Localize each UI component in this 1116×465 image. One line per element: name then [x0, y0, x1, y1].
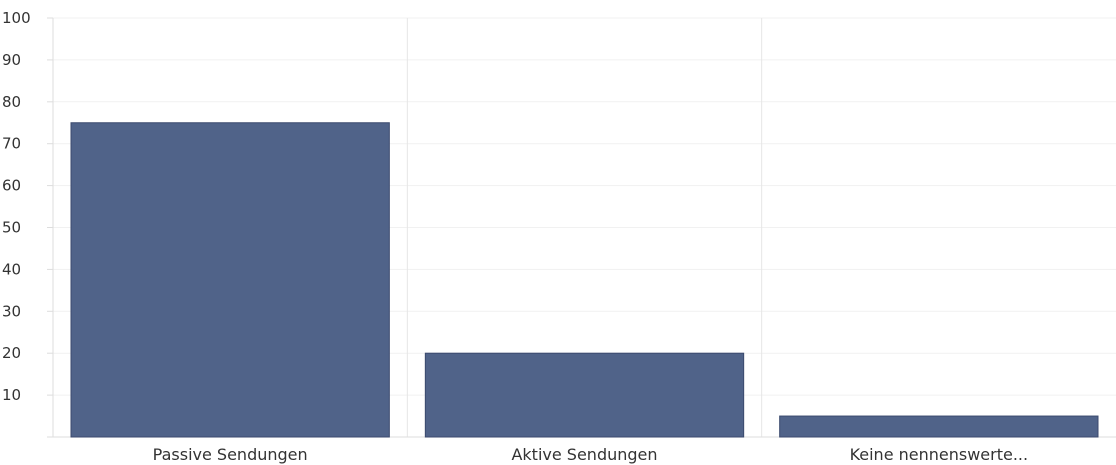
- x-category-label: Aktive Sendungen: [511, 445, 657, 464]
- bar-1[interactable]: [70, 122, 390, 438]
- y-tick-label: 50: [2, 219, 21, 237]
- y-tick-label: 20: [2, 344, 21, 362]
- x-category-label: Keine nennenswerte...: [850, 445, 1029, 464]
- y-tick-label: 60: [2, 177, 21, 195]
- y-tick-label: 10: [2, 386, 21, 404]
- y-tick-label: 90: [2, 51, 21, 69]
- y-tick-label: 40: [2, 260, 21, 278]
- y-tick-label: 100: [2, 9, 31, 27]
- y-tick-label: 80: [2, 93, 21, 111]
- x-category-label: Passive Sendungen: [153, 445, 308, 464]
- y-tick-label: 30: [2, 302, 21, 320]
- bar-2[interactable]: [424, 352, 745, 438]
- y-tick-label: 70: [2, 135, 21, 153]
- bar-3[interactable]: [779, 415, 1099, 438]
